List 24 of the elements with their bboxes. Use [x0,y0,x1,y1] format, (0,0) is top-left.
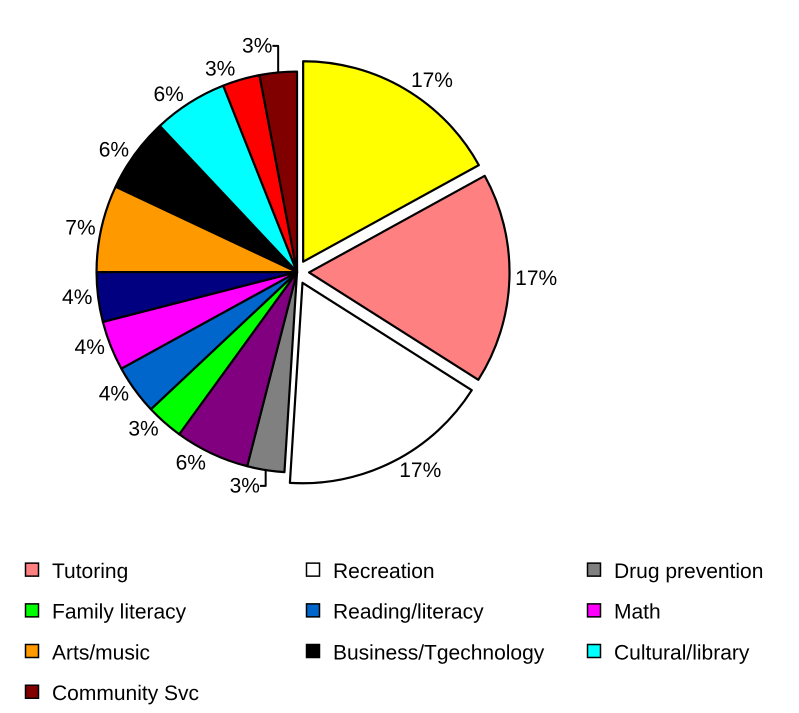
legend-label: Family literacy [52,600,187,624]
legend-label: Recreation [333,560,435,583]
legend-label: Cultural/library [614,641,750,664]
data-label: 3% [230,474,260,498]
data-label: 17% [399,459,442,482]
legend-label: Business/Tgechnology [333,641,545,664]
data-label: 3% [128,417,159,440]
data-label: 4% [74,336,105,359]
legend-label: Drug prevention [614,560,764,583]
data-label: 17% [515,267,558,290]
data-label: 6% [176,451,206,474]
legend-label: Math [614,600,661,624]
legend-label: Reading/literacy [333,600,484,624]
legend-label: Community Svc [52,682,200,705]
legend-label: Arts/music [52,641,150,664]
data-label: 6% [98,138,130,162]
data-label: 7% [65,216,96,240]
data-label: 17% [410,69,453,92]
data-label: 6% [154,83,184,106]
legend-label: Tutoring [52,560,128,583]
data-label: 3% [242,34,272,58]
data-label: 4% [98,382,130,406]
data-label: 4% [62,286,92,309]
data-label: 3% [204,57,236,80]
